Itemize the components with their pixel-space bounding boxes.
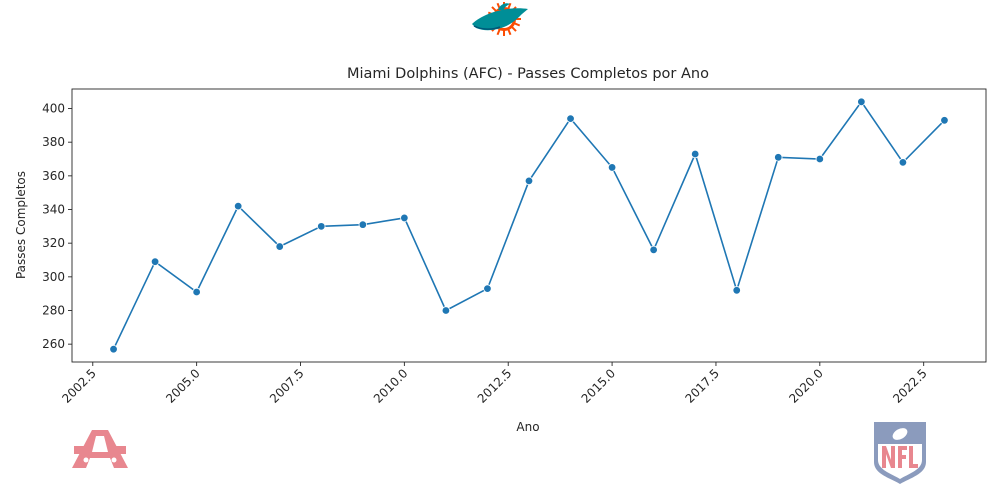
data-point-2003 <box>109 345 118 354</box>
nfl-logo-icon <box>874 422 926 484</box>
x-tick-label: 2012.5 <box>475 366 515 406</box>
y-tick-label: 360 <box>42 169 65 183</box>
afc-logo-icon <box>72 430 128 468</box>
data-point-2018 <box>732 286 741 295</box>
plot-area <box>71 88 987 363</box>
data-point-2020 <box>815 154 825 164</box>
chart-title: Miami Dolphins (AFC) - Passes Completos … <box>347 66 709 82</box>
y-tick-label: 280 <box>42 303 65 317</box>
dolphins-logo-icon <box>472 2 528 36</box>
x-tick-label: 2020.0 <box>786 366 826 406</box>
data-point-2015 <box>607 163 617 172</box>
data-point-2007 <box>275 242 284 251</box>
x-tick-label: 2007.5 <box>267 366 307 406</box>
data-point-2011 <box>441 306 451 315</box>
data-point-2004 <box>150 257 160 266</box>
data-point-2017 <box>690 149 700 159</box>
data-point-2014 <box>566 114 575 123</box>
x-axis-label: Ano <box>516 420 539 434</box>
data-point-2023 <box>940 116 949 125</box>
data-point-2005 <box>192 287 201 297</box>
data-point-2012 <box>483 284 492 293</box>
data-point-2006 <box>233 201 243 211</box>
data-point-2008 <box>317 222 326 231</box>
series-line <box>112 100 946 350</box>
y-tick-label: 300 <box>42 270 65 284</box>
y-axis: 260 280 300 320 340 360 380 400 <box>42 102 72 351</box>
x-tick-label: 2005.0 <box>163 366 203 406</box>
y-tick-label: 260 <box>42 337 65 351</box>
y-tick-label: 320 <box>42 236 65 250</box>
y-tick-label: 340 <box>42 203 65 217</box>
data-point-2013 <box>524 176 534 186</box>
y-axis-label: Passes Completos <box>14 171 28 279</box>
x-tick-label: 2002.5 <box>59 366 99 406</box>
data-point-2021 <box>857 97 866 106</box>
y-tick-label: 400 <box>42 102 65 116</box>
x-tick-label: 2015.0 <box>579 366 619 406</box>
y-tick-label: 380 <box>42 135 65 149</box>
x-tick-label: 2022.5 <box>890 366 930 406</box>
data-point-2019 <box>774 153 783 162</box>
x-tick-label: 2010.0 <box>371 366 411 406</box>
x-axis: 2002.5 2005.0 2007.5 2010.0 2012.5 2015.0 2017… <box>59 362 930 406</box>
data-point-2016 <box>649 245 658 255</box>
data-point-2009 <box>358 220 368 229</box>
series-points <box>109 97 949 354</box>
data-point-2022 <box>898 158 908 167</box>
data-point-2010 <box>400 213 409 223</box>
x-tick-label: 2017.5 <box>682 366 722 406</box>
